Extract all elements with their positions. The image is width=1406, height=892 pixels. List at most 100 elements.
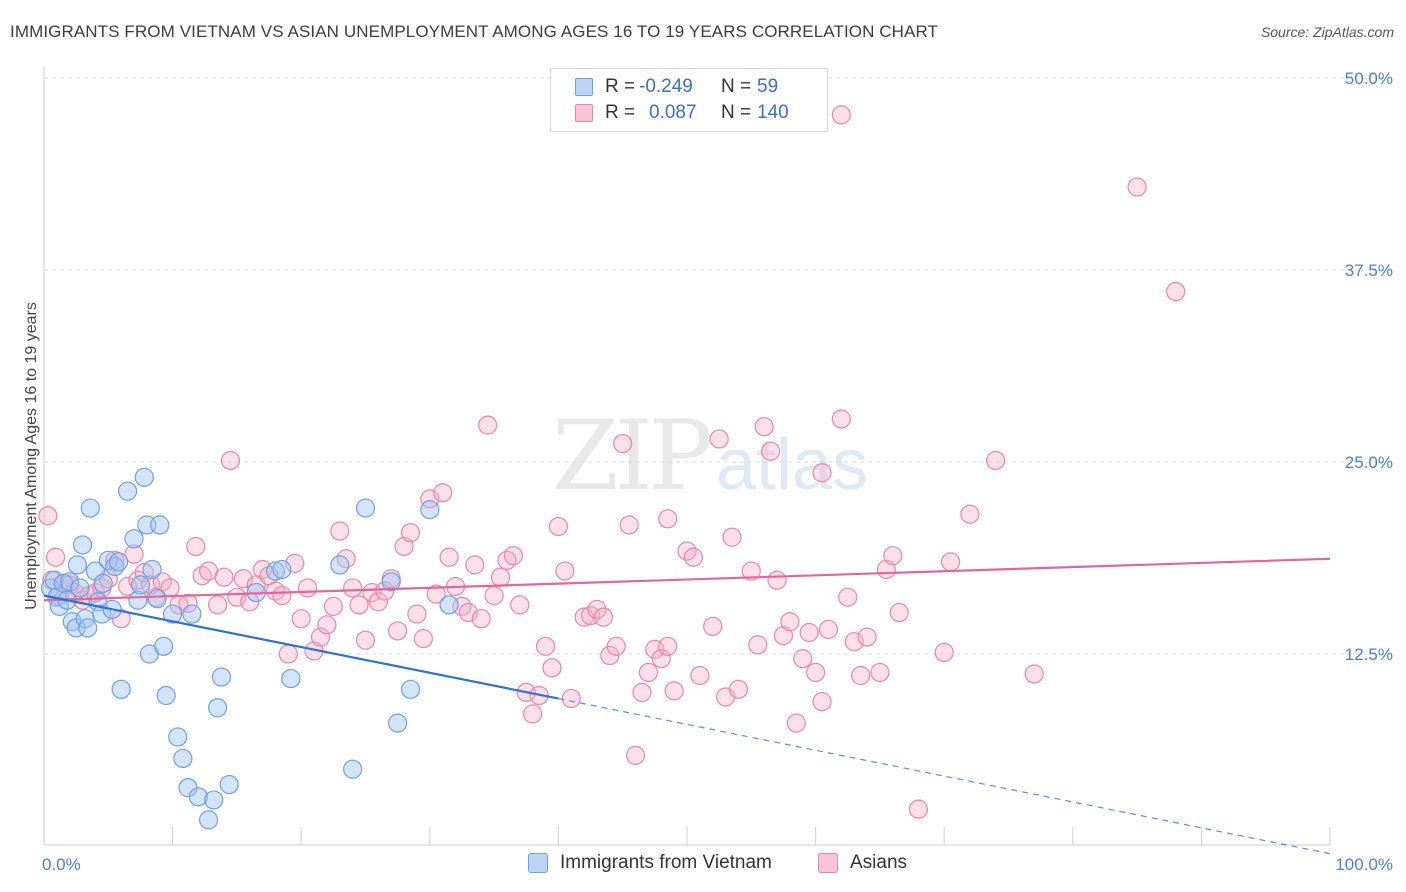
vietnam-point [130,575,151,595]
y-tick-label: 50.0% [1345,69,1393,88]
asians-point [227,587,247,607]
asians-point [812,692,832,712]
chart-title: IMMIGRANTS FROM VIETNAM VS ASIAN UNEMPLO… [10,22,939,41]
asians-point [767,570,787,590]
legend-r-value: -0.249 [639,76,693,97]
asians-point [178,593,198,613]
legend-n-label: N = [721,102,752,123]
asians-point [134,562,154,583]
legend-swatch-vietnam [528,853,548,873]
asians-point [555,561,575,581]
asians-point [278,644,298,664]
vietnam-point [80,498,100,518]
asians-point [658,509,678,529]
vietnam-point [355,498,376,518]
asians-point [1024,664,1044,684]
vietnam-point [400,679,421,699]
asians-point [1166,281,1186,302]
vietnam-point [124,529,144,549]
asians-point [355,630,376,650]
asians-point [45,547,66,567]
asians-point [426,584,446,604]
asians-point [510,595,530,615]
asians-point [291,609,311,629]
asians-point [941,552,961,572]
vietnam-point [134,467,154,487]
asians-point [883,546,903,566]
vietnam-point [111,679,131,699]
vietnam-point [153,636,174,656]
asians-point [748,635,768,655]
vietnam-point [182,604,202,624]
asians-point [465,555,485,575]
y-axis-label: Unemployment Among Ages 16 to 19 years [23,302,40,610]
asians-point [818,619,839,640]
asians-point [606,636,626,656]
vietnam-point [168,727,188,747]
asians-point [478,415,498,435]
asians-point [535,636,556,656]
asians-point [844,632,864,652]
asians-point [934,642,954,663]
asians-point [503,546,523,566]
asians-point [490,567,511,587]
asians-point [908,799,929,819]
asians-point [186,536,206,557]
asians-point [587,599,607,620]
asians-point [793,649,813,669]
vietnam-point [199,810,219,830]
vietnam-point [128,590,148,610]
asians-point [38,506,58,526]
asians-point [542,658,562,678]
asians-point [523,704,543,724]
vietnam-point [211,667,232,687]
legend-swatch-asians [818,853,838,873]
vietnam-point [173,748,193,769]
asians-point [298,578,318,598]
watermark-atlas: atlas [716,425,869,505]
asians-point [439,547,459,567]
asians-point [786,713,806,733]
asians-point [960,504,980,524]
vietnam-point [108,552,129,572]
x-tick-label: 100.0% [1335,855,1393,874]
legend-label-vietnam: Immigrants from Vietnam [560,852,772,873]
vietnam-point [208,698,228,718]
asians-point [703,616,723,636]
asians-point [838,587,858,607]
vietnam-point [117,481,138,501]
vietnam-point [343,759,363,779]
vietnam-point [439,595,459,615]
legend-item-vietnam[interactable]: Immigrants from Vietnam [528,852,772,874]
vietnam-point [272,559,292,580]
legend-item-asians[interactable]: Asians [818,852,907,874]
asians-point [889,602,909,623]
asians-point [851,665,871,686]
vietnam-point [60,572,80,592]
asians-point [632,682,652,703]
asians-point [593,607,614,627]
asians-point [208,595,228,615]
asians-point [561,688,581,709]
vietnam-point [49,596,70,616]
asians-point [986,450,1006,471]
legend-n-value: 59 [757,76,779,97]
asians-point [317,615,337,635]
asians-point [124,544,144,564]
vietnam-point [188,787,208,807]
y-tick-label: 37.5% [1345,261,1393,280]
watermark-zip: ZIP [552,400,713,512]
legend-r-value: 0.087 [649,102,697,123]
source-label: Source: ZipAtlas.com [1260,24,1394,40]
asians-point [754,417,774,437]
asians-point [831,409,851,429]
y-tick-label: 25.0% [1345,453,1393,472]
correlation-legend: R = -0.249 N = 59 R = 0.087 N = 140 [550,68,828,132]
vietnam-point [92,604,112,624]
asians-point [722,527,742,547]
vietnam-point [142,559,162,580]
vietnam-point [330,555,350,575]
legend-n-value: 140 [757,102,789,123]
vietnam-point [219,774,239,795]
asians-point [413,629,433,649]
